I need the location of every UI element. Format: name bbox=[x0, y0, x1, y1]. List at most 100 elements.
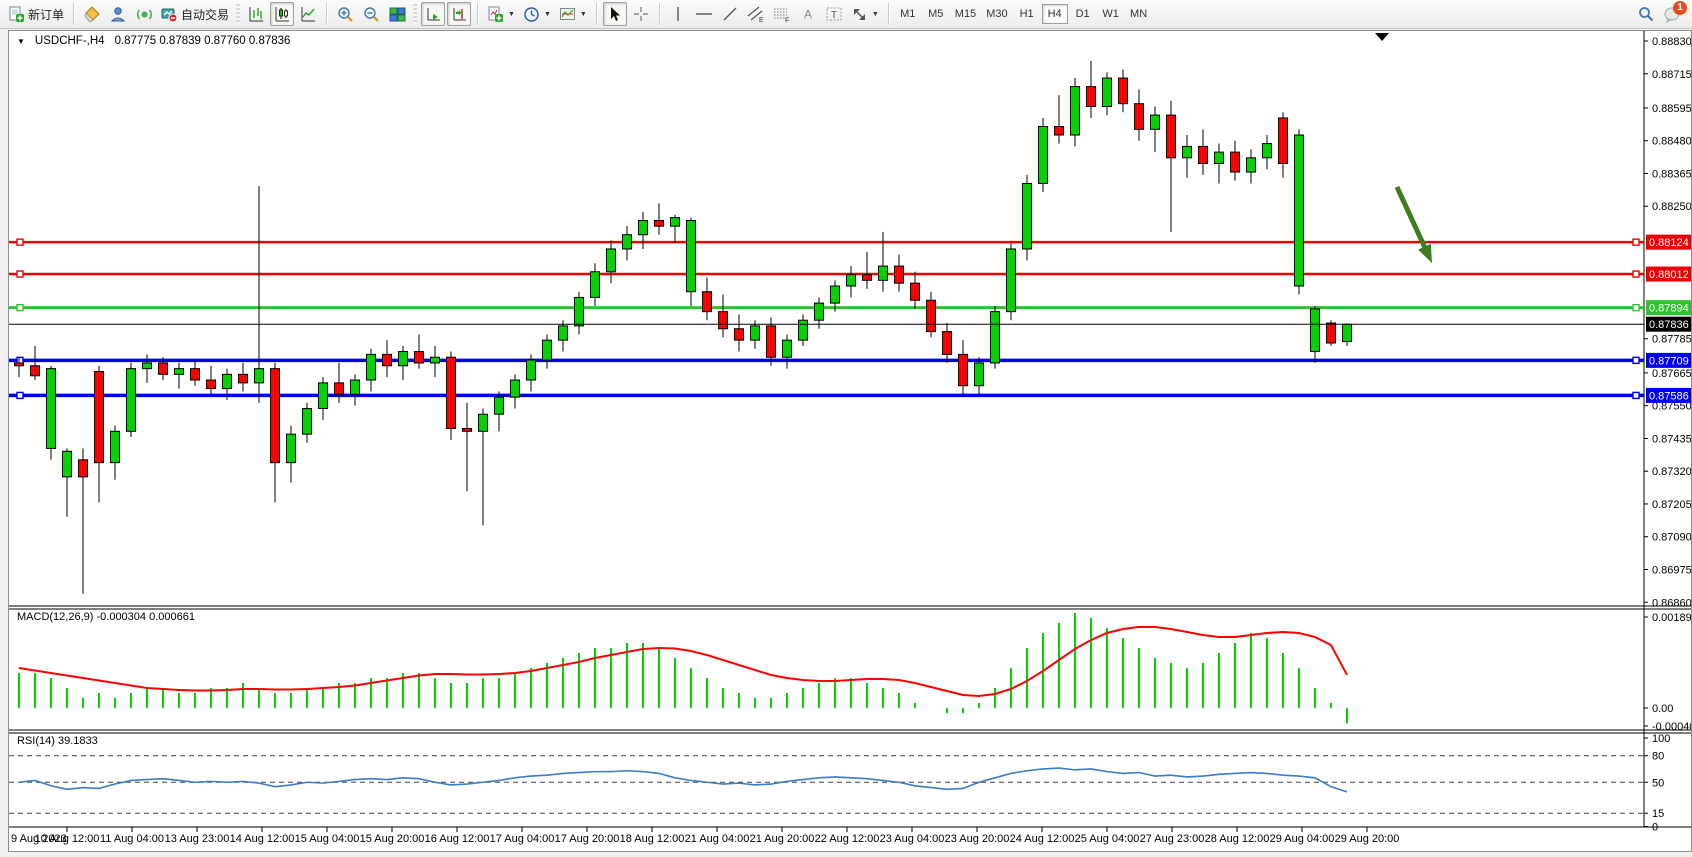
price-level-badge bbox=[1646, 387, 1691, 403]
profile-icon bbox=[110, 6, 125, 21]
auto-trading-button[interactable]: 自动交易 bbox=[158, 2, 232, 26]
search-button[interactable] bbox=[1634, 2, 1658, 26]
macd-label: MACD(12,26,9) -0.000304 0.000661 bbox=[17, 611, 195, 623]
line-anchor-handle[interactable] bbox=[16, 238, 24, 246]
price-tick-label: 0.87320 bbox=[1652, 466, 1691, 478]
bear-candle-body bbox=[734, 328, 744, 341]
styler-button[interactable] bbox=[80, 2, 104, 26]
bear-candle-body bbox=[1166, 114, 1176, 159]
text-tool-button[interactable]: A bbox=[796, 2, 820, 26]
bull-candle-body bbox=[846, 274, 856, 287]
time-axis-label: 21 Aug 20:00 bbox=[750, 833, 815, 845]
current-price-badge bbox=[1646, 316, 1691, 332]
new-order-button[interactable]: 新订单 bbox=[5, 2, 67, 26]
template-icon bbox=[559, 7, 575, 20]
toolbar: 新订单 自动交易 ▼ ▼ bbox=[0, 0, 1692, 29]
bull-candle-body bbox=[1038, 125, 1048, 184]
down-arrow-annotation[interactable] bbox=[1394, 185, 1429, 252]
bear-candle-body bbox=[926, 299, 936, 333]
chevron-down-icon: ▼ bbox=[508, 10, 515, 18]
bull-candle-body bbox=[222, 373, 232, 390]
bear-candle-body bbox=[78, 459, 88, 478]
horizontal-line-tool-button[interactable] bbox=[692, 2, 716, 26]
timeframe-M15[interactable]: M15 bbox=[954, 8, 977, 20]
chart-canvas[interactable]: 0.88830 0.88715 0.88595 0.88480 0.88365 0.882… bbox=[9, 31, 1691, 851]
candlestick-chart-button[interactable] bbox=[270, 2, 295, 26]
price-tick-label: 0.88715 bbox=[1652, 69, 1691, 81]
collapse-triangle-icon[interactable]: ▼ bbox=[17, 36, 25, 46]
auto-scroll-icon bbox=[427, 7, 440, 20]
bear-candle-body bbox=[206, 379, 216, 390]
toolbar-right: 1 bbox=[1633, 1, 1687, 26]
line-anchor-handle[interactable] bbox=[1632, 356, 1640, 365]
line-anchor-handle[interactable] bbox=[1632, 391, 1640, 400]
time-axis-label: 29 Aug 04:00 bbox=[1270, 833, 1335, 845]
bull-candle-body bbox=[606, 248, 616, 273]
bar-chart-button[interactable] bbox=[244, 2, 268, 26]
arrows-icon bbox=[853, 8, 865, 20]
bear-candle-body bbox=[894, 265, 904, 284]
price-level-badge bbox=[1646, 300, 1691, 316]
profile-button[interactable] bbox=[106, 2, 130, 26]
bear-candle-body bbox=[270, 368, 280, 464]
trendline-tool-button[interactable] bbox=[718, 2, 742, 26]
chart-shift-marker[interactable] bbox=[1375, 33, 1389, 41]
vertical-line-tool-button[interactable] bbox=[666, 2, 690, 26]
price-level-badge-text: 0.88124 bbox=[1649, 237, 1689, 249]
line-anchor-handle[interactable] bbox=[1632, 303, 1640, 312]
chart-ohlc-values: 0.87775 0.87839 0.87760 0.87836 bbox=[114, 35, 291, 47]
bull-candle-body bbox=[670, 217, 680, 227]
bear-candle-body bbox=[1230, 151, 1240, 173]
label-tool-button[interactable]: T bbox=[822, 2, 846, 26]
price-tick-label: 0.87205 bbox=[1652, 499, 1691, 511]
notifications-button[interactable]: 1 bbox=[1660, 1, 1687, 26]
timeframe-W1[interactable]: W1 bbox=[1102, 8, 1119, 20]
timeframe-H1[interactable]: H1 bbox=[1019, 8, 1034, 20]
timeframe-MN[interactable]: MN bbox=[1130, 8, 1148, 20]
toolbar-grip bbox=[413, 4, 418, 24]
crosshair-tool-button[interactable] bbox=[629, 2, 653, 26]
bear-candle-body bbox=[462, 427, 472, 432]
bar-chart-icon bbox=[249, 6, 263, 21]
bear-candle-body bbox=[1278, 117, 1288, 165]
timeframe-D1[interactable]: D1 bbox=[1075, 8, 1090, 20]
fibonacci-tool-button[interactable]: F bbox=[770, 2, 794, 26]
svg-text:T: T bbox=[831, 10, 837, 21]
timeframe-H4[interactable]: H4 bbox=[1041, 4, 1068, 24]
horizontal-line-icon bbox=[695, 13, 712, 15]
sounds-button[interactable] bbox=[132, 2, 156, 26]
rsi-axis-label: 0 bbox=[1652, 822, 1658, 834]
bull-candle-body bbox=[318, 382, 328, 410]
tile-windows-button[interactable] bbox=[385, 2, 409, 26]
line-anchor-handle[interactable] bbox=[16, 270, 24, 278]
indicators-button[interactable]: ▼ bbox=[484, 2, 518, 26]
down-arrow-annotation-head[interactable] bbox=[1418, 243, 1432, 263]
timeframe-M5[interactable]: M5 bbox=[928, 8, 944, 20]
periods-button[interactable]: ▼ bbox=[520, 2, 554, 26]
line-chart-button[interactable] bbox=[296, 2, 320, 26]
chart-window[interactable]: ▼ USDCHF-,H4 0.87775 0.87839 0.87760 0.8… bbox=[8, 30, 1692, 852]
arrows-tool-button[interactable]: ▼ bbox=[848, 2, 882, 26]
bull-candle-body bbox=[974, 362, 984, 387]
zoom-in-button[interactable] bbox=[333, 2, 357, 26]
timeframe-M1[interactable]: M1 bbox=[900, 8, 916, 20]
line-anchor-handle[interactable] bbox=[1632, 238, 1640, 246]
zoom-out-button[interactable] bbox=[359, 2, 383, 26]
cursor-tool-button[interactable] bbox=[602, 2, 627, 26]
line-anchor-handle[interactable] bbox=[16, 391, 24, 400]
bear-candle-body bbox=[1118, 77, 1128, 105]
price-tick-label: 0.87090 bbox=[1652, 532, 1691, 544]
notification-badge: 1 bbox=[1673, 1, 1687, 15]
price-tick-label: 0.88250 bbox=[1652, 201, 1691, 213]
rsi-axis-label: 50 bbox=[1652, 777, 1664, 789]
auto-scroll-button[interactable] bbox=[421, 2, 446, 26]
line-anchor-handle[interactable] bbox=[16, 303, 24, 312]
timeframe-M30[interactable]: M30 bbox=[986, 8, 1008, 20]
chart-shift-button[interactable] bbox=[447, 2, 472, 26]
line-anchor-handle[interactable] bbox=[1632, 270, 1640, 278]
price-tick-label: 0.88830 bbox=[1652, 36, 1691, 48]
paint-icon bbox=[83, 5, 100, 23]
templates-button[interactable]: ▼ bbox=[556, 2, 590, 26]
channel-tool-button[interactable]: E bbox=[744, 2, 768, 26]
bull-candle-body bbox=[558, 325, 568, 341]
